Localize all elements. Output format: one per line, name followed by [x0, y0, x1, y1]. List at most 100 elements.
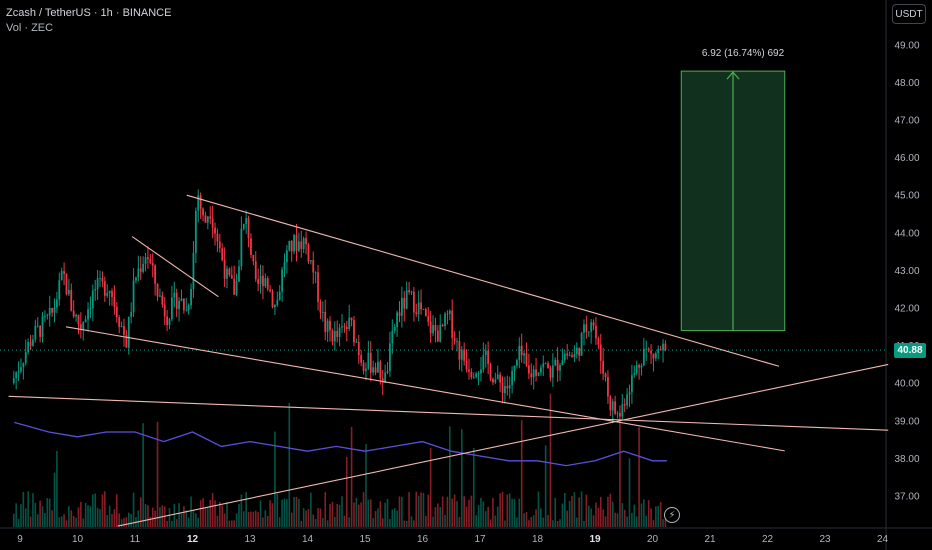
- candle-body: [369, 352, 372, 373]
- y-tick-label: 49.00: [894, 40, 919, 51]
- volume-bar: [547, 514, 549, 527]
- volume-bar: [233, 520, 235, 527]
- volume-bar: [130, 514, 132, 527]
- candle-body: [472, 376, 475, 378]
- volume-bar: [353, 502, 355, 527]
- volume-bar: [283, 498, 286, 527]
- candle-body: [295, 235, 298, 251]
- volume-bar: [458, 516, 461, 527]
- volume-bar: [12, 513, 15, 527]
- candle-body: [542, 363, 545, 368]
- volume-bar: [528, 520, 530, 527]
- volume-bar: [456, 501, 458, 527]
- candle-body: [463, 349, 466, 361]
- volume-bar: [336, 504, 339, 527]
- candle-body: [626, 394, 629, 406]
- volume-bar: [58, 517, 61, 527]
- y-tick-label: 40.00: [894, 379, 919, 390]
- candle-body: [592, 322, 595, 326]
- volume-bar: [39, 500, 41, 527]
- candle-body: [63, 271, 65, 274]
- volume-bar: [108, 505, 111, 527]
- volume-bar: [310, 492, 312, 527]
- volume-bar: [525, 511, 528, 527]
- candle-body: [513, 365, 516, 371]
- tradingview-bolt-icon[interactable]: ⚡: [664, 507, 680, 523]
- currency-button[interactable]: USDT: [892, 4, 926, 24]
- volume-bar: [463, 496, 465, 527]
- volume-bar: [652, 520, 655, 527]
- volume-bar: [32, 493, 34, 527]
- volume-bar: [568, 500, 571, 527]
- candle-body: [604, 373, 607, 378]
- volume-bar: [274, 431, 276, 527]
- volume-bar: [242, 511, 245, 527]
- candle-body: [238, 266, 240, 282]
- volume-bar: [120, 519, 123, 527]
- candle-body: [453, 337, 456, 342]
- candle-body: [482, 355, 485, 370]
- volume-bar: [511, 498, 513, 527]
- candle-body: [142, 263, 145, 272]
- candle-body: [15, 372, 18, 379]
- volume-bar: [415, 491, 418, 527]
- volume-bar: [494, 515, 497, 527]
- volume-bar: [446, 496, 449, 527]
- volume-bar: [489, 519, 492, 527]
- candle-body: [389, 343, 391, 372]
- volume-bar: [609, 493, 612, 527]
- volume-bar: [104, 491, 106, 527]
- candle-body: [331, 330, 334, 342]
- volume-bar: [437, 503, 439, 527]
- volume-bar: [559, 519, 561, 527]
- candle-body: [175, 292, 178, 310]
- volume-bar: [590, 508, 592, 527]
- candle-body: [161, 295, 164, 305]
- y-tick-label: 37.00: [894, 492, 919, 503]
- volume-bar: [195, 513, 197, 527]
- volume-bar: [187, 517, 190, 527]
- candle-body: [439, 324, 442, 342]
- volume-bar: [374, 511, 377, 527]
- candle-body: [408, 290, 410, 293]
- x-tick-label: 9: [17, 534, 23, 545]
- volume-bar: [499, 493, 501, 527]
- candle-body: [635, 365, 638, 374]
- volume-bar: [592, 515, 595, 527]
- volume-bar: [80, 501, 82, 527]
- volume-bar: [566, 510, 569, 527]
- candle-body: [190, 288, 192, 306]
- volume-bar: [319, 508, 322, 527]
- volume-bar: [621, 503, 624, 527]
- volume-bar: [580, 491, 583, 527]
- candle-body: [288, 240, 291, 251]
- candle-body: [396, 312, 399, 328]
- candle-body: [319, 301, 322, 313]
- volume-bar: [89, 506, 92, 527]
- volume-bar: [595, 502, 597, 527]
- volume-bar: [405, 520, 408, 527]
- candle-body: [446, 313, 449, 315]
- candle-body: [199, 195, 202, 209]
- candle-body: [456, 341, 458, 342]
- candle-body: [297, 241, 300, 251]
- candle-body: [525, 353, 528, 366]
- candle-body: [163, 304, 166, 317]
- candle-body: [252, 254, 255, 262]
- volume-bar: [408, 492, 410, 527]
- volume-bar: [15, 503, 17, 527]
- candle-body: [566, 353, 569, 356]
- x-tick-label: 14: [302, 534, 314, 545]
- y-tick-label: 42.00: [894, 304, 919, 315]
- candle-body: [448, 310, 451, 314]
- candle-body: [307, 244, 310, 262]
- candle-body: [309, 260, 312, 262]
- candle-body: [254, 261, 257, 280]
- volume-bar: [391, 509, 394, 527]
- candle-body: [12, 378, 15, 384]
- volume-bar: [413, 520, 415, 527]
- volume-bar: [144, 503, 147, 527]
- volume-bar: [602, 509, 604, 527]
- volume-bar: [535, 509, 537, 527]
